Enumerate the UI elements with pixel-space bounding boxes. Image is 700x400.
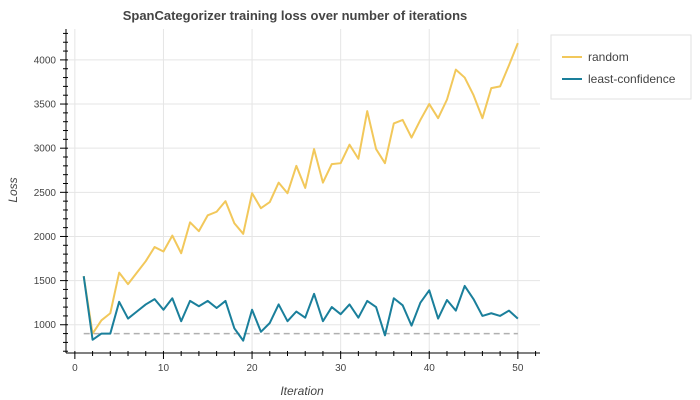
x-tick-label: 30 (335, 363, 347, 374)
axes: 0 10 20 30 40 50 1000 1500 2000 2500 3000 3500 4000 (34, 29, 540, 374)
legend-label-random: random (588, 50, 629, 64)
series-line-random (82, 42, 519, 335)
y-tick-label: 1500 (34, 276, 57, 287)
y-tick-label: 3500 (34, 100, 57, 111)
series-layer (82, 42, 519, 342)
x-tick-label: 20 (246, 363, 258, 374)
y-tick-label: 3000 (34, 144, 57, 155)
y-tick-label: 2500 (34, 188, 57, 199)
y-axis-label: Loss (6, 177, 20, 202)
x-tick-label: 0 (72, 363, 78, 374)
chart-title: SpanCategorizer training loss over numbe… (123, 8, 468, 23)
series-line-least-confidence (82, 276, 519, 342)
x-tick-label: 10 (158, 363, 170, 374)
legend: random least-confidence (550, 34, 692, 100)
x-tick-label: 50 (512, 363, 524, 374)
x-axis-label: Iteration (280, 384, 324, 398)
legend-box (550, 34, 692, 100)
y-tick-label: 2000 (34, 232, 57, 243)
y-tick-label: 4000 (34, 55, 57, 66)
x-tick-label: 40 (424, 363, 436, 374)
grid (66, 29, 540, 353)
legend-label-least-confidence: least-confidence (588, 72, 676, 86)
y-tick-label: 1000 (34, 320, 57, 331)
